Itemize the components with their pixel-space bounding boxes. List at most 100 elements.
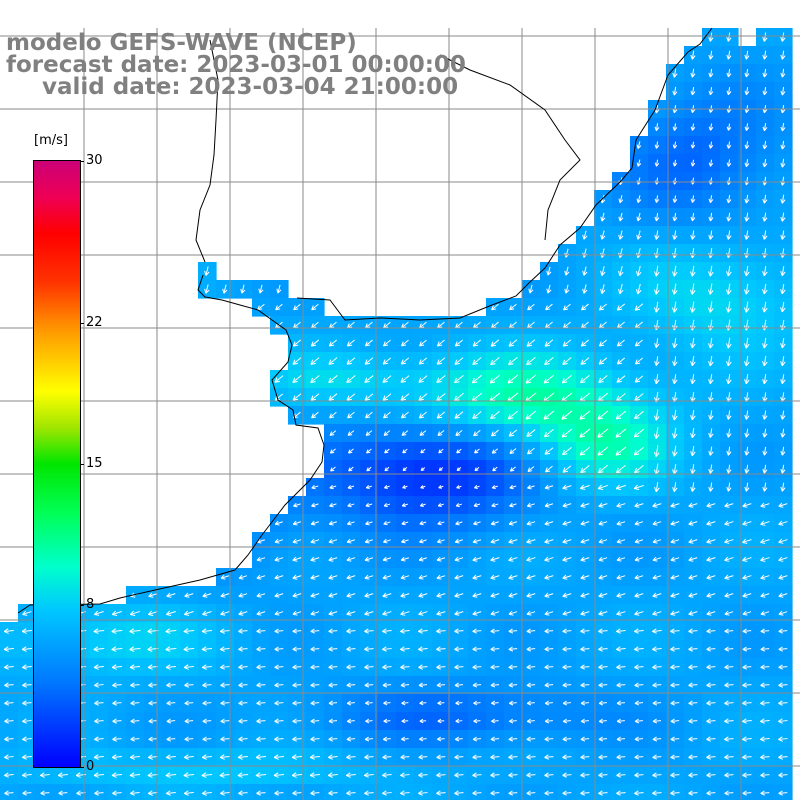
wind-vector — [598, 303, 607, 311]
wind-vector — [527, 303, 535, 311]
wind-vector — [401, 430, 409, 436]
wind-vector — [454, 374, 464, 384]
wind-vector — [690, 159, 696, 167]
wind-speed-cell — [612, 784, 631, 800]
wind-vector — [346, 375, 356, 384]
wind-vector — [708, 50, 714, 60]
wind-vector — [438, 448, 444, 454]
wind-vector — [562, 339, 572, 347]
wind-vector — [311, 303, 319, 311]
wind-speed-cell — [54, 784, 73, 800]
wind-vector — [561, 374, 573, 384]
wind-vector — [780, 374, 786, 384]
wind-vector — [580, 374, 590, 384]
wind-speed-cell — [594, 784, 613, 800]
wind-vector — [436, 357, 446, 365]
wind-vector — [546, 284, 552, 294]
wind-vector — [597, 428, 609, 438]
wind-vector — [762, 410, 768, 420]
colorbar-tick-mark — [80, 464, 84, 465]
wind-vector — [292, 357, 302, 365]
wind-vector — [616, 339, 625, 347]
wind-speed-cell — [684, 784, 703, 800]
wind-vector — [635, 283, 642, 295]
wind-vector — [672, 427, 678, 439]
wind-vector — [490, 410, 500, 420]
wind-vector — [708, 446, 714, 456]
wind-vector — [726, 283, 732, 295]
wind-vector — [600, 284, 606, 294]
wind-vector — [780, 266, 786, 277]
wind-vector — [707, 283, 714, 295]
wind-vector — [579, 428, 591, 438]
wind-vector — [726, 212, 732, 222]
wind-speed-cell — [450, 784, 469, 800]
wind-vector — [330, 466, 336, 472]
wind-vector — [780, 32, 786, 42]
wind-vector — [400, 357, 410, 365]
wind-vector — [329, 411, 337, 419]
colorbar-tick-mark — [80, 161, 84, 162]
wind-vector — [544, 428, 554, 438]
wind-speed-cell — [360, 784, 379, 800]
wind-vector — [492, 466, 498, 472]
wind-speed-cell — [630, 784, 649, 800]
wind-vector — [780, 356, 786, 367]
wind-vector — [762, 283, 768, 295]
wind-speed-cell — [324, 784, 343, 800]
wind-vector — [455, 430, 463, 437]
wind-vector — [690, 123, 696, 131]
wind-vector — [618, 284, 624, 295]
wind-vector — [636, 265, 642, 277]
wind-vector — [744, 159, 750, 168]
wind-speed-cell — [720, 784, 739, 800]
wind-vector — [293, 303, 301, 311]
wind-speed-cell — [162, 784, 181, 800]
wind-vector — [762, 374, 768, 385]
wind-vector — [348, 448, 354, 454]
wind-vector — [762, 194, 768, 204]
wind-speed-cell — [558, 784, 577, 800]
wind-vector — [222, 284, 228, 294]
wind-vector — [597, 446, 609, 456]
wind-vector — [672, 301, 678, 313]
wind-vector — [780, 446, 786, 456]
wind-vector — [328, 393, 338, 401]
wind-vector — [672, 230, 678, 240]
wind-vector — [636, 141, 642, 149]
wind-vector — [348, 466, 354, 472]
wind-vector — [744, 428, 750, 438]
wind-vector — [474, 448, 480, 454]
wind-vector — [672, 86, 678, 96]
wind-vector — [654, 301, 660, 313]
wind-vector — [726, 87, 732, 96]
wind-vector — [471, 374, 482, 384]
colorbar-tick-label: 0 — [86, 759, 95, 774]
wind-vector — [726, 428, 732, 438]
wind-vector — [384, 448, 390, 454]
wind-speed-cell — [342, 784, 361, 800]
wind-vector — [672, 445, 678, 457]
wind-vector — [292, 375, 302, 383]
wind-vector — [654, 283, 660, 295]
wind-vector — [634, 339, 643, 347]
wind-vector — [672, 141, 678, 149]
wind-vector — [708, 32, 714, 42]
wind-vector — [690, 230, 696, 240]
wind-vector — [762, 212, 768, 222]
wind-vector — [744, 87, 750, 96]
wind-vector — [310, 339, 320, 347]
wind-vector — [708, 195, 714, 203]
wind-vector — [526, 429, 536, 437]
wind-vector — [780, 301, 786, 313]
wind-vector — [292, 393, 302, 401]
wind-vector — [364, 357, 374, 365]
wind-vector — [634, 410, 644, 420]
wind-vector — [618, 230, 624, 240]
wind-vector — [762, 230, 768, 240]
wind-vector — [618, 212, 624, 222]
wind-vector — [472, 357, 482, 365]
wind-vector — [276, 284, 282, 294]
wind-vector — [508, 429, 518, 437]
wind-vector — [598, 339, 607, 347]
